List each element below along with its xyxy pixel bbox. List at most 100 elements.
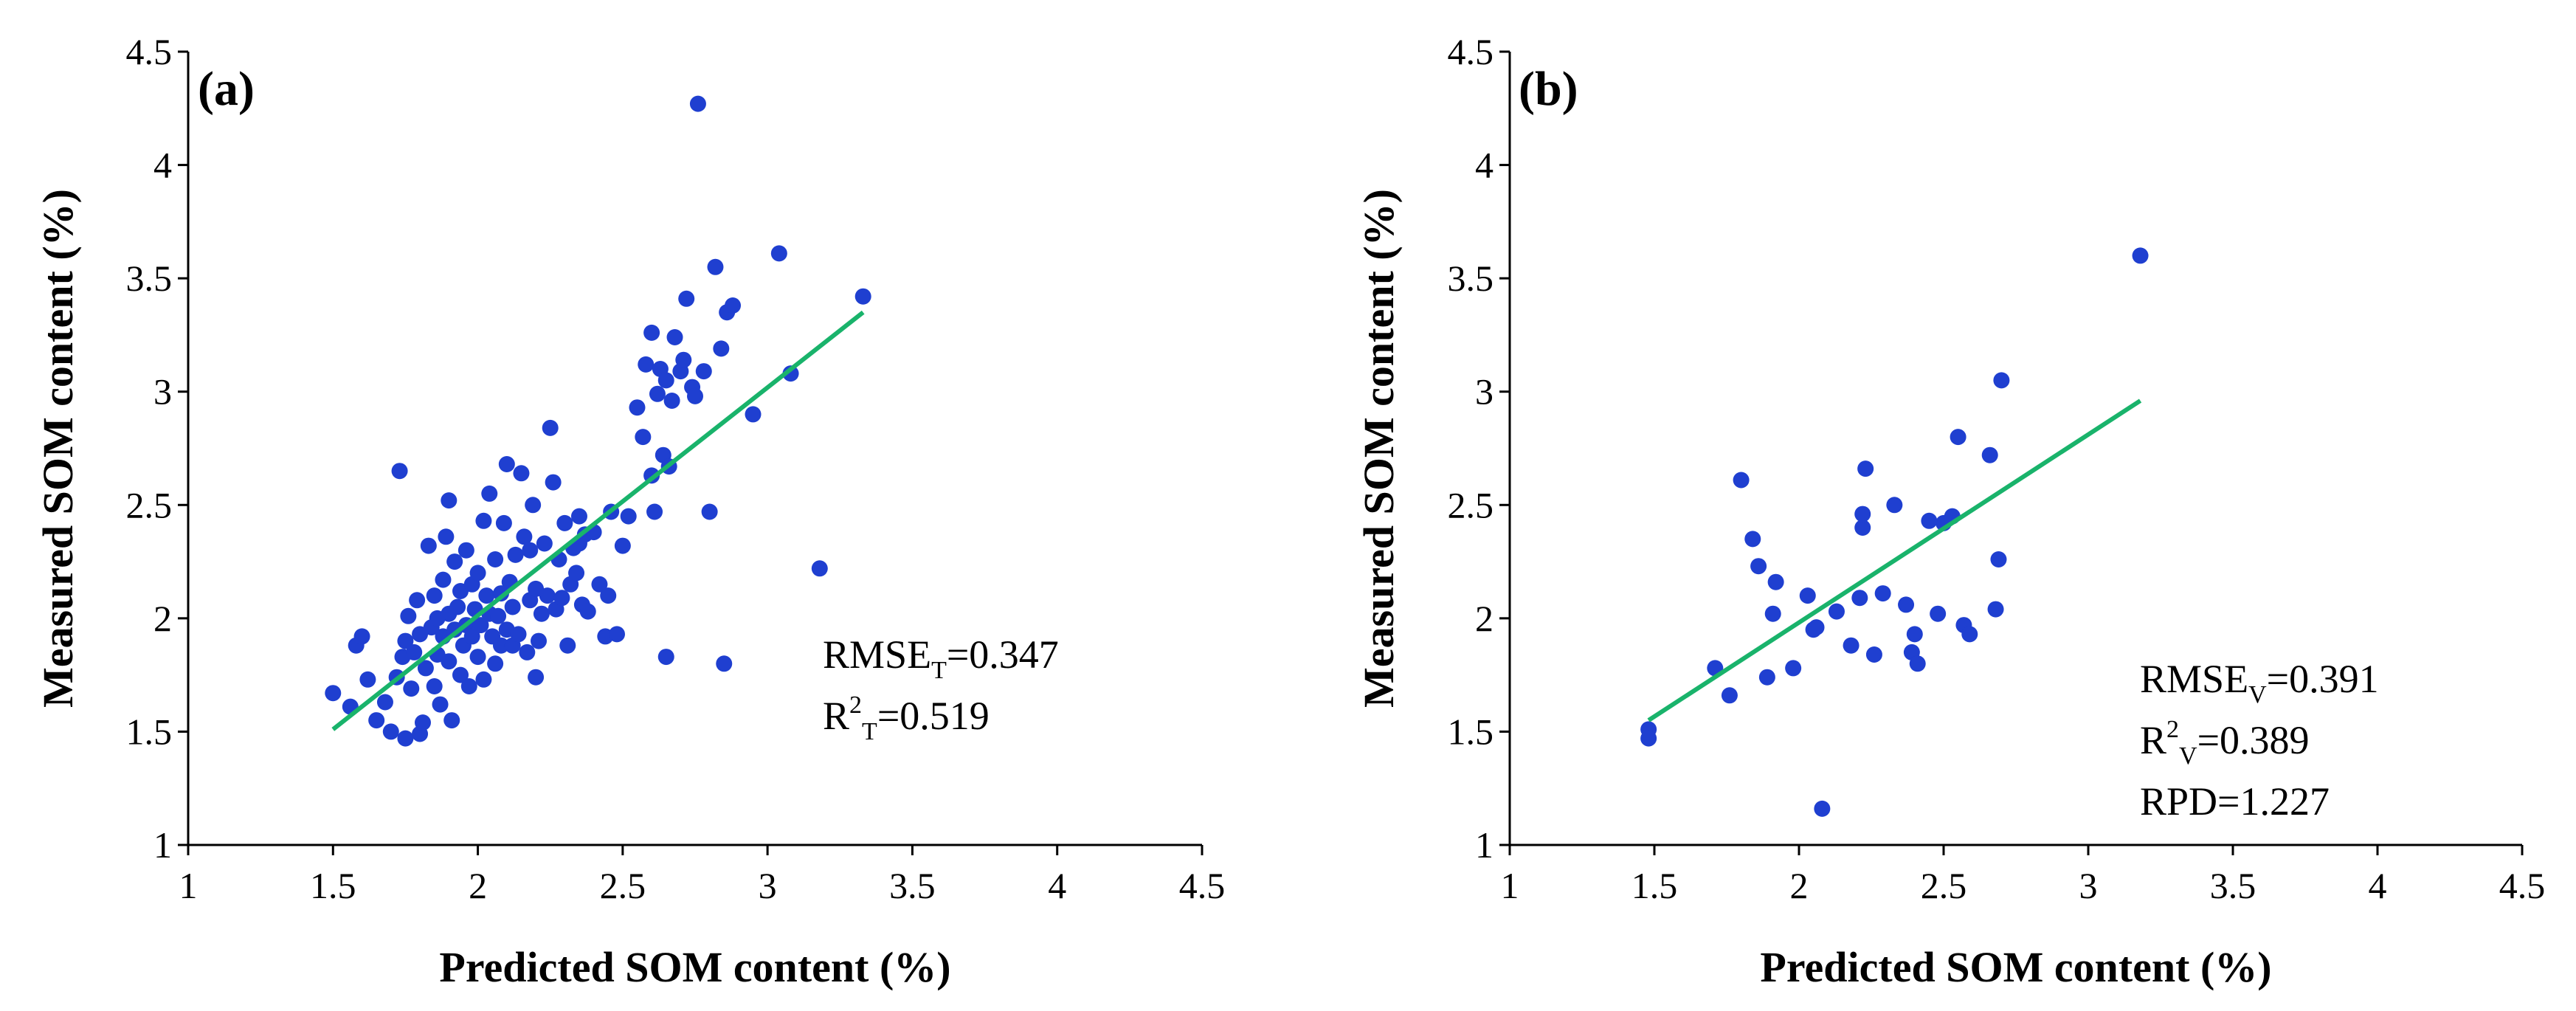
data-point: [478, 587, 495, 604]
data-point: [1990, 551, 2007, 567]
panel-a: 1 1.5 2 2.5 3 3.5 4 4.5 1 1.5 2 2.5 3 3.5 4 4.5 Predicte…: [34, 31, 1225, 991]
fit-line: [1647, 398, 2142, 722]
data-point: [687, 387, 703, 404]
data-point: [492, 637, 509, 654]
data-point: [1808, 619, 1825, 636]
y-tick-label: 3: [153, 371, 172, 413]
x-tick-label: 2: [1790, 865, 1809, 906]
data-point: [811, 560, 828, 577]
data-point: [635, 429, 652, 446]
data-point: [600, 587, 617, 604]
data-point: [495, 514, 512, 531]
data-point: [522, 542, 539, 559]
data-point: [545, 474, 562, 491]
data-point: [782, 365, 799, 382]
data-point: [666, 329, 683, 345]
data-point: [542, 419, 559, 436]
data-point: [638, 356, 655, 373]
data-point: [507, 546, 524, 563]
data-point: [1764, 605, 1781, 622]
data-point: [463, 628, 480, 645]
data-point: [397, 632, 414, 649]
data-point: [716, 655, 733, 672]
x-axis-title: Predicted SOM content (%): [439, 943, 950, 991]
x-tick-label: 1.5: [310, 865, 356, 906]
data-point: [579, 603, 596, 620]
y-axis-title: Measured SOM content (%): [34, 189, 82, 708]
data-point: [657, 649, 674, 666]
data-point: [492, 585, 509, 602]
stat-annotation: RPD=1.227: [2140, 779, 2330, 824]
stat-annotation: R2V=0.389: [2140, 716, 2310, 770]
data-point: [1767, 573, 1784, 590]
x-tick-label: 3: [2079, 865, 2098, 906]
data-point: [487, 551, 504, 567]
data-point: [539, 587, 556, 604]
fit-line: [331, 310, 865, 731]
stat-annotation: RMSEV=0.391: [2140, 657, 2379, 708]
data-point: [533, 605, 550, 622]
data-point: [559, 637, 576, 654]
data-point: [446, 553, 463, 570]
data-point: [1993, 372, 2010, 389]
data-point: [745, 406, 762, 423]
data-point: [675, 351, 692, 368]
data-point: [570, 508, 587, 525]
data-point: [435, 571, 452, 588]
data-point: [376, 694, 393, 711]
data-point: [472, 617, 489, 634]
data-point: [1640, 730, 1657, 747]
x-tick-label: 1: [1501, 865, 1519, 906]
data-point: [663, 393, 680, 409]
data-point: [325, 685, 342, 702]
y-tick-label: 4: [153, 145, 172, 186]
panel-label: (a): [198, 62, 255, 116]
y-tick-label: 2: [153, 598, 172, 639]
y-tick-label: 1.5: [1448, 711, 1494, 752]
data-point: [531, 632, 548, 649]
data-point: [1987, 601, 2004, 618]
data-point: [678, 290, 695, 307]
x-tick-label: 1.5: [1631, 865, 1678, 906]
data-point: [1814, 800, 1831, 817]
data-point: [1733, 472, 1750, 489]
data-point: [556, 514, 573, 531]
data-point: [657, 372, 674, 389]
x-tick-label: 4.5: [2499, 865, 2546, 906]
data-point: [1854, 520, 1871, 536]
data-point: [525, 497, 542, 514]
data-point: [481, 485, 498, 502]
data-point: [689, 95, 706, 112]
data-point: [707, 258, 724, 275]
x-tick-label: 2.5: [600, 865, 646, 906]
data-point: [504, 598, 521, 615]
data-point: [1961, 626, 1978, 643]
data-point: [629, 399, 646, 416]
stat-annotation: RMSET=0.347: [823, 632, 1059, 684]
x-tick-label: 4: [1048, 865, 1066, 906]
data-point: [1843, 637, 1860, 654]
panel-label: (b): [1519, 62, 1578, 116]
data-point: [591, 576, 608, 593]
data-point: [854, 288, 871, 305]
data-point: [1744, 531, 1761, 548]
data-point: [441, 653, 457, 670]
data-point: [469, 565, 486, 582]
data-point: [1909, 655, 1926, 672]
x-tick-label: 2.5: [1921, 865, 1967, 906]
data-point: [1886, 497, 1903, 514]
data-point: [1950, 429, 1966, 446]
data-point: [498, 456, 515, 472]
data-point: [528, 669, 545, 686]
data-point: [646, 503, 663, 520]
data-point: [403, 680, 420, 697]
data-point: [475, 512, 492, 529]
panel-b: 1 1.5 2 2.5 3 3.5 4 4.5 1 1.5 2 2.5 3 3.5 4 4.5 Predicte…: [1355, 31, 2545, 991]
data-point: [695, 363, 712, 380]
y-tick-label: 4: [1475, 145, 1494, 186]
data-point: [1758, 669, 1775, 686]
data-point: [513, 465, 530, 482]
data-point: [409, 592, 426, 609]
data-point: [568, 565, 585, 582]
